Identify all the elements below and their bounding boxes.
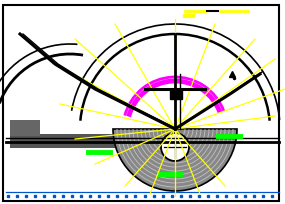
Bar [170,90,182,100]
Bar [10,134,175,148]
Bar [10,120,40,136]
Circle shape [161,133,189,161]
Wedge shape [113,129,237,191]
